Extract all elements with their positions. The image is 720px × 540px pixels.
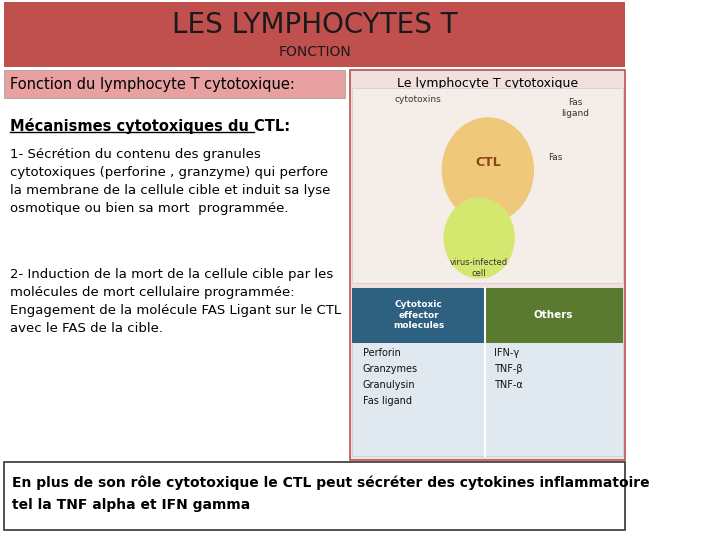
Text: 1- Sécrétion du contenu des granules
cytotoxiques (perforine , granzyme) qui per: 1- Sécrétion du contenu des granules cyt… — [11, 148, 331, 215]
Text: LES LYMPHOCYTES T: LES LYMPHOCYTES T — [172, 11, 458, 39]
FancyBboxPatch shape — [4, 462, 625, 530]
FancyBboxPatch shape — [352, 288, 485, 343]
Text: Fas ligand: Fas ligand — [363, 396, 412, 406]
Text: cytotoxins: cytotoxins — [395, 96, 441, 105]
Text: virus-infected
cell: virus-infected cell — [450, 258, 508, 278]
Text: Cytotoxic
effector
molecules: Cytotoxic effector molecules — [393, 300, 444, 330]
FancyBboxPatch shape — [352, 88, 623, 283]
Circle shape — [442, 118, 534, 222]
Circle shape — [444, 198, 514, 278]
Text: Le lymphocyte T cytotoxique: Le lymphocyte T cytotoxique — [397, 77, 578, 90]
FancyBboxPatch shape — [350, 70, 625, 460]
Text: IFN-γ: IFN-γ — [494, 348, 519, 358]
Text: TNF-β: TNF-β — [494, 364, 523, 374]
FancyBboxPatch shape — [485, 288, 623, 343]
Text: 2- Induction de la mort de la cellule cible par les
molécules de mort cellulaire: 2- Induction de la mort de la cellule ci… — [11, 268, 341, 335]
FancyBboxPatch shape — [352, 288, 623, 456]
Text: Granzymes: Granzymes — [363, 364, 418, 374]
Text: Perforin: Perforin — [363, 348, 401, 358]
Text: Fas
ligand: Fas ligand — [562, 98, 589, 118]
Text: Granulysin: Granulysin — [363, 380, 415, 390]
Text: Others: Others — [534, 310, 573, 320]
Text: En plus de son rôle cytotoxique le CTL peut sécréter des cytokines inflammatoire: En plus de son rôle cytotoxique le CTL p… — [12, 476, 650, 512]
Text: FONCTION: FONCTION — [279, 45, 351, 59]
FancyBboxPatch shape — [4, 70, 346, 98]
Text: Mécanismes cytotoxiques du CTL:: Mécanismes cytotoxiques du CTL: — [11, 118, 291, 134]
Text: Fonction du lymphocyte T cytotoxique:: Fonction du lymphocyte T cytotoxique: — [11, 77, 295, 91]
FancyBboxPatch shape — [4, 2, 625, 67]
Text: TNF-α: TNF-α — [494, 380, 523, 390]
Text: CTL: CTL — [475, 156, 500, 168]
Text: Fas: Fas — [548, 153, 562, 163]
